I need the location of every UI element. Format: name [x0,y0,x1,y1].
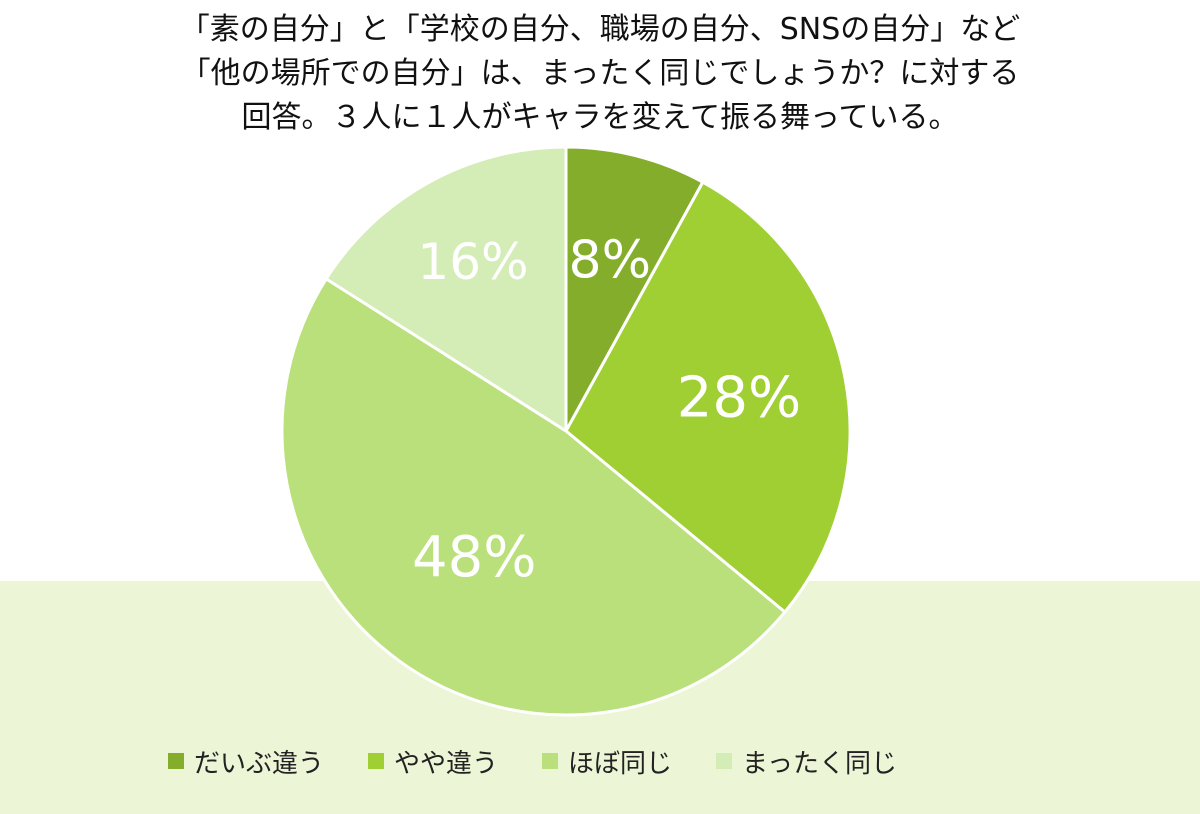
legend-item-2: やや違う [368,743,498,780]
pie-slice-2 [564,180,852,614]
legend-label-2: やや違う [394,748,499,779]
legend-swatch-1 [168,753,184,769]
chart-title-line-2: 「他の場所での自分」は、まったく同じでしょうか？に対する [180,56,1020,91]
legend-swatch-4 [716,753,733,769]
chart-title-line-1: 「素の自分」と「学校の自分、職場の自分、SNSの自分」など [179,12,1021,47]
legend-swatch-3 [542,753,559,769]
legend-label-1: だいぶ違う [194,748,325,779]
chart-legend: だいぶ違う やや違う ほぼ同じ まったく同じ [168,741,897,781]
legend-label-3: ほぼ同じ [568,748,673,779]
legend-item-1: だいぶ違う [168,743,324,780]
chart-title-line-3: 回答。３人に１人がキャラを変えて振る舞っている。 [241,100,959,135]
legend-item-4: まったく同じ [716,743,897,780]
pie-slice-1 [564,145,705,433]
pie-slice-label-4: 16% [417,233,528,291]
pie-slice-label-3: 48% [412,525,536,590]
pie-slice-label-2: 28% [677,366,801,431]
chart-title: 「素の自分」と「学校の自分、職場の自分、SNSの自分」など 「他の場所での自分」… [60,8,1140,140]
pie-slice-3 [280,277,787,717]
legend-label-4: まったく同じ [742,748,898,779]
pie-slice-label-1: 8% [569,231,652,291]
legend-item-3: ほぼ同じ [542,743,672,780]
pie-slice-4 [324,145,568,433]
legend-swatch-2 [368,753,385,769]
